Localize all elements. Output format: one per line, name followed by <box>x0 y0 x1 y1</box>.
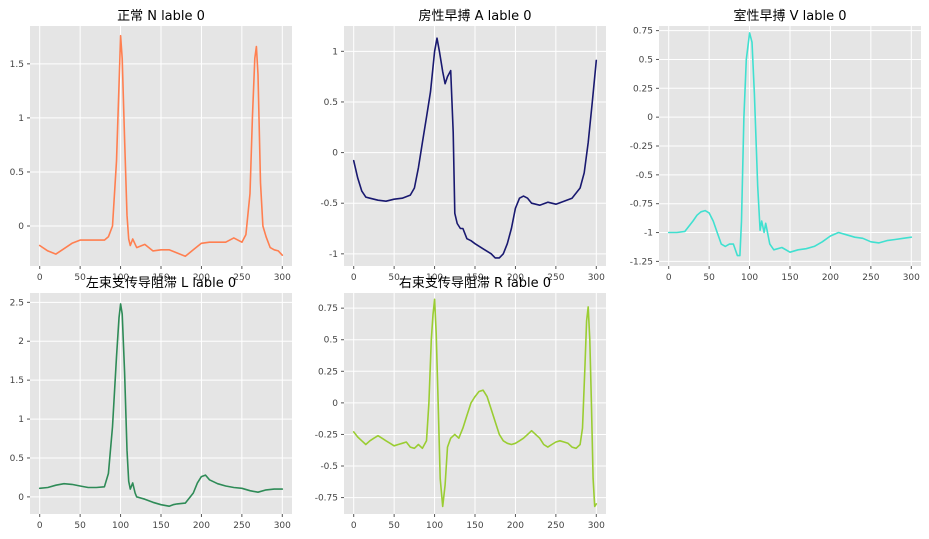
y-tick-label: 1 <box>18 114 24 124</box>
x-tick-label: 300 <box>903 273 920 283</box>
chart-title: 左束支传导阻滞 L lable 0 <box>86 276 236 291</box>
y-tick-label: -0.5 <box>635 171 653 181</box>
x-tick-label: 250 <box>233 273 250 283</box>
ecg-series-line <box>667 32 913 257</box>
chart-title: 室性早搏 V lable 0 <box>733 8 846 24</box>
x-tick-label: 300 <box>274 273 291 283</box>
y-tick-label: 0.5 <box>10 454 24 464</box>
x-tick-label: 150 <box>466 521 483 531</box>
x-tick-label: 100 <box>426 273 443 283</box>
x-tick-label: 0 <box>37 521 43 531</box>
y-tick-label: 1.5 <box>10 60 24 70</box>
ecg-series-line <box>38 34 284 258</box>
y-tick-label: 0.5 <box>324 336 338 346</box>
y-tick-label: -1.25 <box>630 257 653 267</box>
y-tick-label: 0 <box>18 222 24 232</box>
y-tick-label: -0.25 <box>630 142 653 152</box>
y-tick-label: -0.75 <box>630 200 653 210</box>
x-tick-label: 150 <box>152 521 169 531</box>
y-tick-label: 0.5 <box>324 98 338 108</box>
y-tick-label: 0.5 <box>10 168 24 178</box>
x-tick-label: 100 <box>426 521 443 531</box>
x-tick-label: 200 <box>822 273 839 283</box>
chart-title: 正常 N lable 0 <box>117 9 205 24</box>
x-tick-label: 0 <box>351 273 357 283</box>
chart-title: 右束支传导阻滞 R lable 0 <box>399 276 551 291</box>
x-tick-label: 200 <box>193 273 210 283</box>
subplot-left-bundle-branch-block: 0 50 100 150 200 250 300 0 0.5 1 1.5 2 2.5 左束支传导阻滞 L … <box>10 276 292 531</box>
x-tick-label: 50 <box>388 273 400 283</box>
subplot-normal: 0 50 100 150 200 250 300 0 0.5 1 1.5 正常 N lable 0 <box>10 9 292 283</box>
x-tick-label: 150 <box>781 273 798 283</box>
y-tick-label: 0.25 <box>318 367 338 377</box>
x-tick-label: 0 <box>37 273 43 283</box>
y-tick-label: 2 <box>18 337 24 347</box>
ecg-series-line <box>352 298 598 508</box>
x-tick-label: 50 <box>74 273 86 283</box>
y-tick-label: 0.75 <box>318 304 338 314</box>
x-tick-label: 250 <box>547 273 564 283</box>
ecg-series-line <box>352 37 598 259</box>
y-tick-label: -0.75 <box>315 494 338 504</box>
x-tick-label: 300 <box>588 521 605 531</box>
subplot-ventricular-premature: 0 50 100 150 200 250 300 -1.25 -1 -0.75 -0.5 -0.25 0… <box>630 8 921 283</box>
x-tick-label: 250 <box>862 273 879 283</box>
x-tick-label: 200 <box>193 521 210 531</box>
y-tick-label: -0.5 <box>320 462 338 472</box>
x-tick-label: 200 <box>507 273 524 283</box>
y-tick-label: 0 <box>332 399 338 409</box>
x-tick-label: 0 <box>351 521 357 531</box>
y-tick-label: 0 <box>18 493 24 503</box>
x-tick-label: 200 <box>507 521 524 531</box>
x-tick-label: 50 <box>703 273 715 283</box>
x-tick-label: 250 <box>233 521 250 531</box>
y-tick-label: -1 <box>644 229 653 239</box>
x-tick-label: 100 <box>741 273 758 283</box>
x-tick-label: 50 <box>388 521 400 531</box>
y-tick-label: 1.5 <box>10 376 24 386</box>
y-tick-label: 0.75 <box>633 27 653 37</box>
y-tick-label: 0.5 <box>639 55 653 65</box>
x-tick-label: 50 <box>74 521 86 531</box>
x-tick-label: 250 <box>547 521 564 531</box>
y-tick-label: 0 <box>647 113 653 123</box>
x-tick-label: 300 <box>588 273 605 283</box>
y-tick-label: 0.25 <box>633 84 653 94</box>
x-tick-label: 0 <box>666 273 672 283</box>
y-tick-label: -0.5 <box>320 199 338 209</box>
x-tick-label: 150 <box>466 273 483 283</box>
y-tick-label: -1 <box>329 250 338 260</box>
x-tick-label: 100 <box>112 521 129 531</box>
subplot-atrial-premature: 0 50 100 150 200 250 300 -1 -0.5 0 0.5 1 房性早搏 A labl… <box>320 8 606 283</box>
y-tick-label: 1 <box>332 47 338 57</box>
ecg-series-line <box>38 303 284 507</box>
y-tick-label: 2.5 <box>10 298 24 308</box>
subplot-right-bundle-branch-block: 0 50 100 150 200 250 300 -0.75 -0.5 -0.25 0 0.25 0.5… <box>315 276 606 531</box>
y-tick-label: 0 <box>332 149 338 159</box>
x-tick-label: 300 <box>274 521 291 531</box>
y-tick-label: -0.25 <box>315 430 338 440</box>
x-tick-label: 100 <box>112 273 129 283</box>
y-tick-label: 1 <box>18 415 24 425</box>
x-tick-label: 150 <box>152 273 169 283</box>
chart-title: 房性早搏 A lable 0 <box>418 8 531 24</box>
